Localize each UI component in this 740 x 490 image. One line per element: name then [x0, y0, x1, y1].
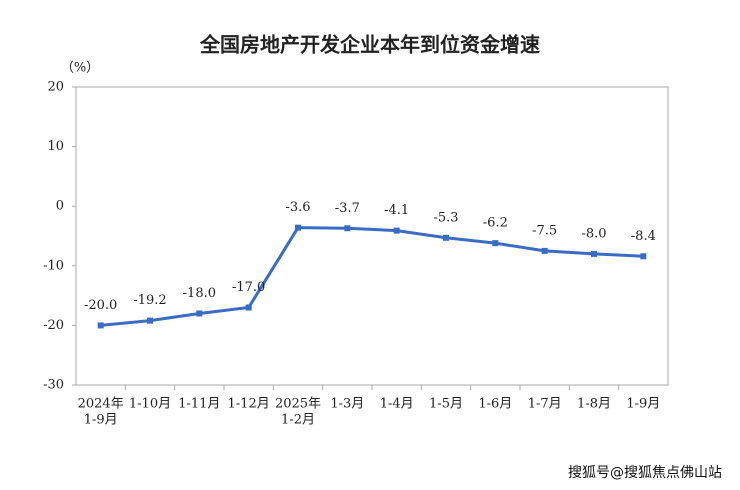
x-tick-label: 1-9月	[84, 413, 118, 428]
x-tick-label: 1-10月	[129, 397, 171, 412]
value-label: -7.5	[532, 223, 557, 238]
value-label: -18.0	[183, 286, 216, 301]
chart-title: 全国房地产开发企业本年到位资金增速	[199, 33, 540, 57]
value-label: -8.0	[581, 226, 606, 241]
y-tick-label: -20	[43, 318, 64, 333]
y-unit: （%）	[61, 61, 99, 76]
y-tick-label: -30	[43, 378, 64, 393]
x-tick-label: 1-7月	[528, 397, 562, 412]
x-tick-label: 1-11月	[178, 397, 220, 412]
x-tick-label: 1-3月	[330, 397, 364, 412]
x-tick-label: 1-8月	[577, 397, 611, 412]
marker	[640, 253, 647, 260]
marker	[295, 224, 301, 231]
y-tick-label: 10	[47, 139, 64, 154]
value-label: -19.2	[133, 293, 166, 308]
y-tick-label: -10	[43, 258, 64, 273]
marker	[492, 240, 499, 247]
marker	[393, 227, 400, 234]
marker	[591, 250, 597, 257]
marker	[196, 310, 203, 317]
x-tick-label: 1-12月	[228, 397, 270, 412]
value-label: -17.0	[232, 280, 265, 295]
x-tick-label: 1-5月	[429, 397, 463, 412]
marker	[344, 225, 351, 232]
marker	[97, 322, 104, 329]
marker	[245, 304, 252, 311]
x-tick-label: 2025年	[275, 397, 321, 412]
value-label: -5.3	[433, 210, 458, 225]
x-tick-label: 2024年	[78, 397, 124, 412]
x-tick-label: 1-2月	[281, 413, 315, 428]
x-tick-label: 1-9月	[626, 397, 660, 412]
x-tick-label: 1-4月	[380, 397, 414, 412]
marker	[541, 247, 548, 254]
value-label: -3.6	[285, 200, 310, 215]
value-label: -6.2	[483, 216, 508, 231]
value-label: -4.1	[384, 203, 409, 218]
series-line	[100, 226, 644, 327]
x-tick-label: 1-6月	[478, 397, 512, 412]
plot-frame	[75, 86, 669, 386]
value-label: -3.7	[335, 201, 360, 216]
marker	[147, 317, 153, 324]
watermark: 搜狐号@搜狐焦点佛山站	[568, 465, 722, 481]
value-label: -8.4	[631, 229, 656, 244]
marker	[443, 234, 449, 241]
value-label: -20.0	[84, 298, 117, 313]
y-tick-label: 0	[56, 199, 64, 214]
y-tick-label: 20	[47, 80, 64, 95]
